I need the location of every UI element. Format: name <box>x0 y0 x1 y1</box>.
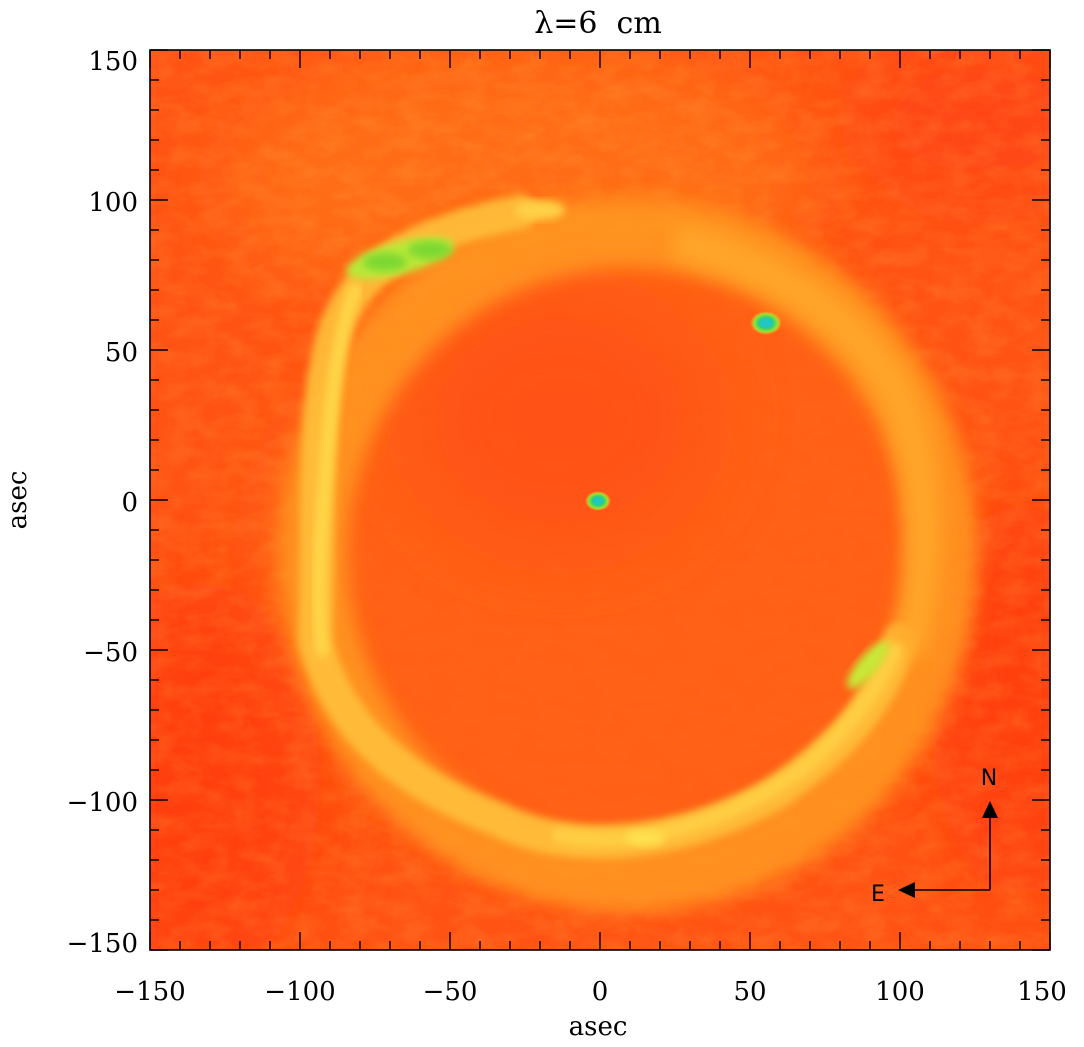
east-arrow-icon <box>898 882 915 898</box>
y-axis-label: asec <box>3 471 33 530</box>
y-tick-label: 50 <box>105 338 138 368</box>
north-arrow-icon <box>982 801 998 818</box>
y-tick-label: 100 <box>88 188 138 218</box>
shell-ring-west <box>672 227 941 658</box>
y-tick-label: −50 <box>83 638 138 668</box>
x-tick-label: 0 <box>592 977 609 1007</box>
x-axis-label: asec <box>569 1012 628 1042</box>
x-tick-labels: −150 −100 −50 0 50 100 150 <box>114 977 1067 1007</box>
shell-ring-east-core <box>312 283 362 657</box>
x-tick-label: 100 <box>875 977 925 1007</box>
radio-map-image <box>150 50 1050 950</box>
y-tick-label: 150 <box>88 47 138 77</box>
y-tick-label: −150 <box>67 929 138 959</box>
plot-title: λ=6 cm <box>534 6 662 41</box>
bright-knot-south <box>625 830 665 846</box>
bright-knot-northeast <box>408 241 452 259</box>
compass <box>898 801 998 898</box>
compass-east-label: E <box>871 882 885 907</box>
y-tick-labels: −150 −100 −50 0 50 100 150 <box>67 47 138 959</box>
central-point-source-core <box>593 497 603 505</box>
bright-knot-southwest <box>847 641 889 689</box>
y-tick-label: 0 <box>121 488 138 518</box>
y-tick-label: −100 <box>67 788 138 818</box>
x-tick-label: −50 <box>423 977 478 1007</box>
bright-knot-north <box>515 200 565 220</box>
bright-knot-northeast <box>363 253 407 271</box>
shell-interior-dark <box>410 290 710 550</box>
axis-ticks <box>149 49 1051 951</box>
secondary-point-source-core <box>759 318 773 328</box>
x-tick-label: 150 <box>1017 977 1067 1007</box>
compass-north-label: N <box>981 766 997 791</box>
x-tick-label: 50 <box>733 977 766 1007</box>
x-tick-label: −100 <box>264 977 335 1007</box>
x-tick-label: −150 <box>114 977 185 1007</box>
